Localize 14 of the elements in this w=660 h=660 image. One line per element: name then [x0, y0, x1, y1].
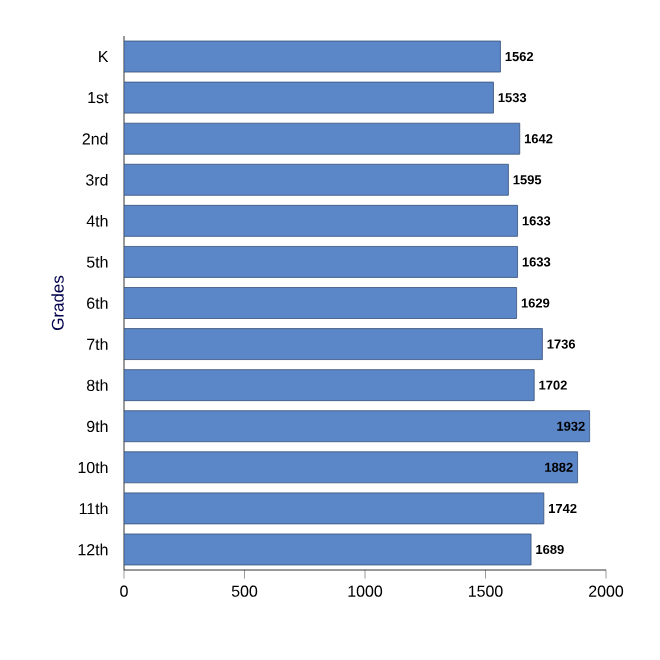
bar — [124, 287, 517, 319]
y-axis-title: Grades — [51, 275, 64, 330]
bar — [124, 122, 521, 155]
bar — [124, 328, 543, 360]
bar — [124, 246, 518, 278]
bar — [124, 81, 494, 114]
bar — [124, 451, 578, 484]
bar — [124, 492, 545, 525]
bar — [124, 40, 501, 73]
bar — [124, 369, 535, 402]
bar — [124, 533, 532, 566]
bar — [124, 410, 591, 443]
bar — [124, 204, 518, 237]
bar — [124, 163, 509, 196]
